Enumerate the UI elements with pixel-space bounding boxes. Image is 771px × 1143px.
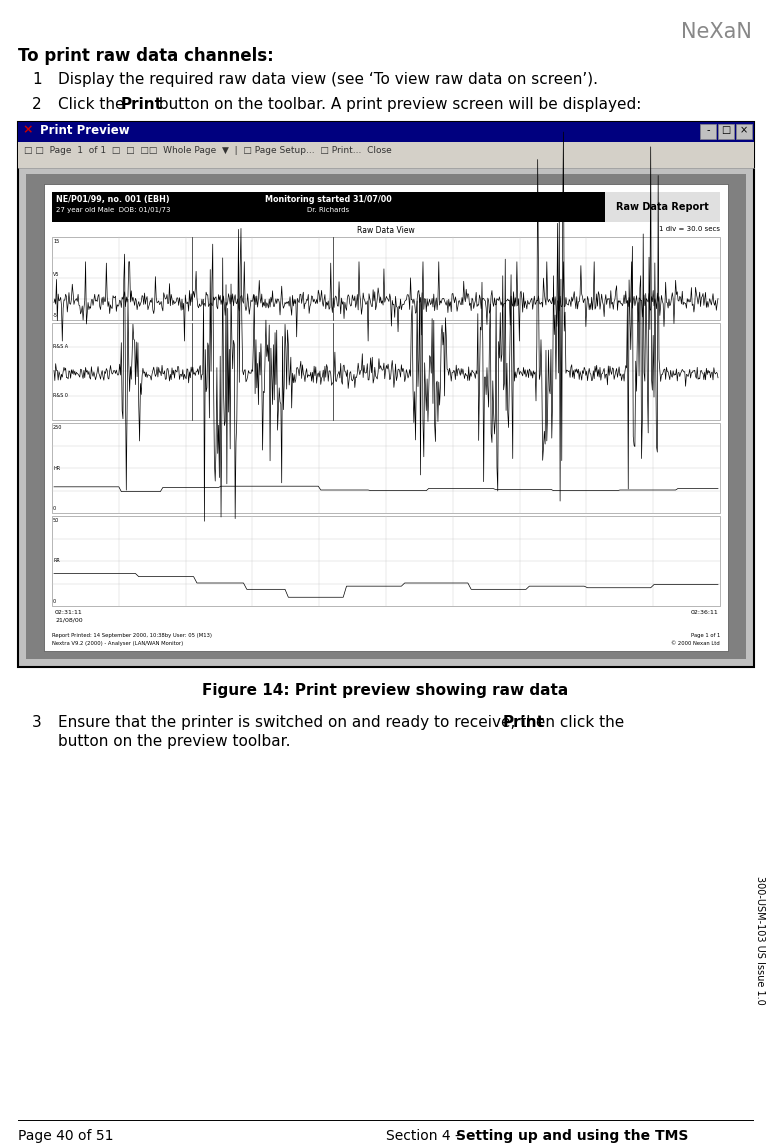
Text: 3: 3 xyxy=(32,716,42,730)
Text: 1 div = 30.0 secs: 1 div = 30.0 secs xyxy=(659,226,720,232)
Bar xyxy=(52,237,720,320)
Text: button on the preview toolbar.: button on the preview toolbar. xyxy=(58,734,291,749)
Text: ×: × xyxy=(22,123,32,136)
Bar xyxy=(18,122,754,668)
Bar xyxy=(605,192,720,222)
Bar xyxy=(52,192,720,222)
Text: Dr. Richards: Dr. Richards xyxy=(308,207,349,213)
Text: Raw Data Report: Raw Data Report xyxy=(616,202,709,211)
Text: NE/P01/99, no. 001 (EBH): NE/P01/99, no. 001 (EBH) xyxy=(56,195,170,203)
Bar xyxy=(52,322,720,419)
Text: Print: Print xyxy=(503,716,544,730)
Text: 0: 0 xyxy=(53,506,56,511)
Text: © 2000 Nexan Ltd: © 2000 Nexan Ltd xyxy=(672,641,720,646)
Text: Nextra V9.2 (2000) - Analyser (LAN/WAN Monitor): Nextra V9.2 (2000) - Analyser (LAN/WAN M… xyxy=(52,641,183,646)
Text: 02:31:11: 02:31:11 xyxy=(55,610,82,615)
Bar xyxy=(700,123,716,139)
Bar xyxy=(52,515,720,606)
Text: ×: × xyxy=(740,125,748,135)
Bar xyxy=(18,122,754,142)
Text: Page 40 of 51: Page 40 of 51 xyxy=(18,1129,113,1143)
Text: Figure 14: Print preview showing raw data: Figure 14: Print preview showing raw dat… xyxy=(202,684,569,698)
Text: Page 1 of 1: Page 1 of 1 xyxy=(691,633,720,638)
Text: Print Preview: Print Preview xyxy=(40,123,130,137)
Text: 0: 0 xyxy=(53,599,56,604)
Bar xyxy=(52,423,720,513)
Text: 2: 2 xyxy=(32,97,42,112)
Text: Setting up and using the TMS: Setting up and using the TMS xyxy=(456,1129,688,1143)
Text: Monitoring started 31/07/00: Monitoring started 31/07/00 xyxy=(265,195,392,203)
Text: Display the required raw data view (see ‘To view raw data on screen’).: Display the required raw data view (see … xyxy=(58,72,598,87)
Text: NeXaN: NeXaN xyxy=(681,22,752,42)
Text: Ensure that the printer is switched on and ready to receive, then click the: Ensure that the printer is switched on a… xyxy=(58,716,629,730)
Text: Report Printed: 14 September 2000, 10:38by User: 05 (M13): Report Printed: 14 September 2000, 10:38… xyxy=(52,633,212,638)
Text: □ □  Page  1  of 1  □  □  □□  Whole Page  ▼  |  □ Page Setup...  □ Print...  Clo: □ □ Page 1 of 1 □ □ □□ Whole Page ▼ | □ … xyxy=(24,146,392,155)
Text: -: - xyxy=(706,125,710,135)
Text: R&S 0: R&S 0 xyxy=(53,393,68,398)
Text: Raw Data View: Raw Data View xyxy=(357,226,415,235)
Text: 50: 50 xyxy=(53,518,59,523)
Bar xyxy=(18,142,754,168)
Text: 15: 15 xyxy=(53,239,59,243)
Text: button on the toolbar. A print preview screen will be displayed:: button on the toolbar. A print preview s… xyxy=(154,97,641,112)
Text: -5: -5 xyxy=(53,312,58,318)
Text: 300-USM-103 US Issue 1.0: 300-USM-103 US Issue 1.0 xyxy=(755,876,765,1005)
Text: 02:36:11: 02:36:11 xyxy=(690,610,718,615)
Bar xyxy=(44,184,728,652)
Bar xyxy=(718,123,734,139)
Text: RR: RR xyxy=(53,559,59,563)
Text: HR: HR xyxy=(53,465,60,471)
Text: □: □ xyxy=(722,125,731,135)
Bar xyxy=(26,174,746,660)
Bar xyxy=(736,123,752,139)
Text: V5: V5 xyxy=(53,272,59,277)
Text: Section 4 -: Section 4 - xyxy=(386,1129,463,1143)
Text: 250: 250 xyxy=(53,425,62,430)
Text: 1: 1 xyxy=(32,72,42,87)
Text: Print: Print xyxy=(121,97,163,112)
Text: To print raw data channels:: To print raw data channels: xyxy=(18,47,274,65)
Text: 27 year old Male  DOB: 01/01/73: 27 year old Male DOB: 01/01/73 xyxy=(56,207,170,213)
Text: Click the: Click the xyxy=(58,97,130,112)
Text: R&S A: R&S A xyxy=(53,344,68,350)
Text: 21/08/00: 21/08/00 xyxy=(55,617,82,622)
